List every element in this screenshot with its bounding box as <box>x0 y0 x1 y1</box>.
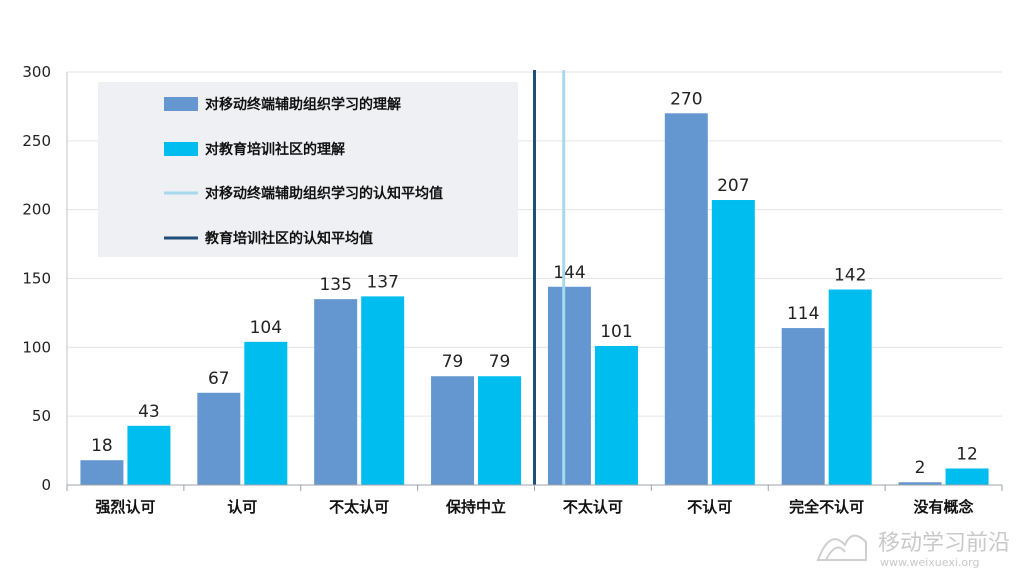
bar-series-2 <box>594 345 638 485</box>
legend-label: 教育培训社区的认知平均值 <box>205 230 373 247</box>
legend-label: 对移动终端辅助组织学习的认知平均值 <box>205 185 443 202</box>
y-axis: 0 50 100 150 200 250 300 <box>22 63 68 494</box>
category-label: 认可 <box>227 498 257 516</box>
bar-series-2 <box>711 200 755 485</box>
data-label: 142 <box>834 266 866 286</box>
bar-series-2 <box>127 425 171 485</box>
watermark-logo-icon <box>816 534 867 561</box>
data-label: 270 <box>670 89 702 109</box>
y-tick-label: 150 <box>22 270 51 288</box>
category-label: 不认可 <box>687 498 732 516</box>
y-tick-label: 0 <box>41 476 51 494</box>
legend-background <box>98 82 518 257</box>
y-tick-label: 50 <box>32 407 51 425</box>
watermark-text: 移动学习前沿 <box>878 531 1010 556</box>
watermark: 移动学习前沿 www.weixuexi.org <box>816 531 1010 569</box>
legend: 对移动终端辅助组织学习的理解对教育培训社区的理解对移动终端辅助组织学习的认知平均… <box>98 82 518 257</box>
data-label: 137 <box>366 272 398 292</box>
legend-label: 对移动终端辅助组织学习的理解 <box>205 96 401 113</box>
bar-series-2 <box>478 376 522 485</box>
legend-label: 对教育培训社区的理解 <box>205 141 345 158</box>
category-label: 完全不认可 <box>789 498 864 516</box>
y-tick-label: 300 <box>22 63 51 81</box>
data-label: 104 <box>250 318 282 338</box>
data-label: 101 <box>600 322 632 342</box>
data-label: 18 <box>91 436 113 456</box>
data-label: 43 <box>138 402 160 422</box>
data-label: 135 <box>319 275 351 295</box>
y-tick-label: 250 <box>22 132 51 150</box>
reference-lines <box>533 70 566 485</box>
bar-series-2 <box>828 289 872 485</box>
bar-series-2 <box>244 341 288 485</box>
category-label: 保持中立 <box>445 498 506 516</box>
y-tick-label: 200 <box>22 201 51 219</box>
bars: 18 43 67 104 135 137 79 79 144 101 270 207 114 142 2 12 <box>80 89 989 486</box>
legend-swatch <box>164 142 198 156</box>
bar-series-1 <box>314 299 358 485</box>
bar-series-1 <box>80 460 124 485</box>
bar-series-1 <box>664 113 708 486</box>
category-label: 没有概念 <box>914 498 974 516</box>
watermark-url: www.weixuexi.org <box>880 556 979 569</box>
bar-series-1 <box>781 328 825 485</box>
bar-series-2 <box>945 468 989 485</box>
data-label: 12 <box>956 444 978 464</box>
bar-series-1 <box>898 482 942 485</box>
category-label: 不太认可 <box>329 498 389 516</box>
legend-swatch <box>164 97 198 111</box>
bar-series-1 <box>431 376 475 485</box>
data-label: 144 <box>553 263 585 283</box>
bar-series-2 <box>361 296 405 485</box>
category-label: 不太认可 <box>563 498 623 516</box>
y-tick-label: 100 <box>22 338 51 356</box>
bar-series-1 <box>197 392 241 485</box>
x-axis: 强烈认可 认可 不太认可 保持中立 不太认可 不认可 完全不认可 没有概念 <box>66 484 1003 516</box>
data-label: 2 <box>915 458 926 478</box>
category-label: 强烈认可 <box>95 498 155 516</box>
data-label: 207 <box>717 176 749 196</box>
data-label: 79 <box>489 352 511 372</box>
data-label: 67 <box>208 369 230 389</box>
bar-series-1 <box>547 286 591 485</box>
data-label: 114 <box>787 304 819 324</box>
data-label: 79 <box>442 352 464 372</box>
